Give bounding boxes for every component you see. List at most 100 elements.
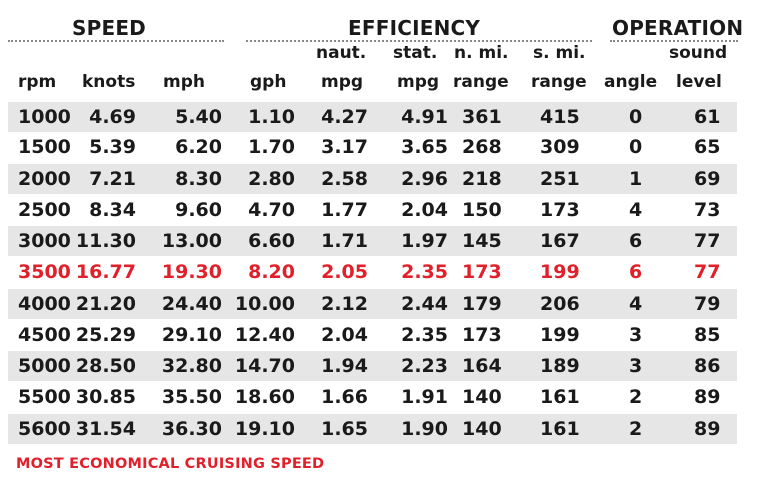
cell-sound-level: 86 (694, 355, 721, 377)
cell-angle: 0 (629, 106, 643, 128)
cell-gph: 19.10 (234, 418, 295, 440)
header-smi-range: range (531, 72, 587, 92)
table-row-3000: 3000 11.30 13.00 6.60 1.71 1.97 145 167 … (8, 226, 737, 256)
cell-stat-mpg: 2.35 (401, 324, 448, 346)
cell-naut-mpg: 1.65 (321, 418, 368, 440)
cell-gph: 1.10 (248, 106, 295, 128)
table-row-5000: 5000 28.50 32.80 14.70 1.94 2.23 164 189… (8, 351, 737, 381)
table-row-5600: 5600 31.54 36.30 19.10 1.65 1.90 140 161… (8, 414, 737, 444)
cell-knots: 28.50 (75, 355, 136, 377)
cell-mph: 13.00 (161, 230, 222, 252)
header-smi: s. mi. (533, 43, 586, 63)
cell-mph: 35.50 (161, 386, 222, 408)
cell-gph: 18.60 (234, 386, 295, 408)
cell-angle: 4 (629, 293, 643, 315)
cell-knots: 25.29 (75, 324, 136, 346)
cell-stat-mpg: 3.65 (401, 136, 448, 158)
cell-gph: 2.80 (248, 168, 295, 190)
cell-knots: 4.69 (89, 106, 136, 128)
cell-nmi-range: 140 (462, 418, 502, 440)
cell-nmi-range: 164 (462, 355, 502, 377)
cell-smi-range: 173 (540, 199, 580, 221)
cell-angle: 6 (629, 261, 643, 283)
table-row-5500: 5500 30.85 35.50 18.60 1.66 1.91 140 161… (8, 382, 737, 412)
cell-naut-mpg: 2.04 (321, 324, 368, 346)
cell-naut-mpg: 4.27 (321, 106, 368, 128)
cell-naut-mpg: 1.94 (321, 355, 368, 377)
cell-nmi-range: 173 (462, 261, 502, 283)
header-gph: gph (250, 72, 287, 92)
cell-smi-range: 161 (540, 386, 580, 408)
cell-stat-mpg: 1.97 (401, 230, 448, 252)
cell-rpm: 4000 (18, 293, 71, 315)
cell-stat-mpg: 2.23 (401, 355, 448, 377)
cell-smi-range: 415 (540, 106, 580, 128)
header-stat: stat. (393, 43, 438, 63)
cell-rpm: 1500 (18, 136, 71, 158)
cell-sound-level: 61 (694, 106, 721, 128)
cell-knots: 11.30 (75, 230, 136, 252)
cell-gph: 4.70 (248, 199, 295, 221)
cell-mph: 6.20 (175, 136, 222, 158)
cell-knots: 21.20 (75, 293, 136, 315)
cell-nmi-range: 361 (462, 106, 502, 128)
header-naut-mpg: mpg (321, 72, 364, 92)
efficiency-group-title: EFFICIENCY (348, 16, 481, 40)
cell-stat-mpg: 2.04 (401, 199, 448, 221)
cell-angle: 0 (629, 136, 643, 158)
cell-stat-mpg: 1.91 (401, 386, 448, 408)
cell-gph: 10.00 (234, 293, 295, 315)
cell-gph: 8.20 (248, 261, 295, 283)
cell-mph: 29.10 (161, 324, 222, 346)
cell-smi-range: 199 (540, 261, 580, 283)
speed-divider (8, 40, 224, 42)
cell-gph: 14.70 (234, 355, 295, 377)
cell-mph: 32.80 (161, 355, 222, 377)
header-sound: sound (669, 43, 728, 63)
cell-naut-mpg: 1.77 (321, 199, 368, 221)
cell-naut-mpg: 3.17 (321, 136, 368, 158)
table-row-2000: 2000 7.21 8.30 2.80 2.58 2.96 218 251 1 … (8, 164, 737, 194)
cell-knots: 5.39 (89, 136, 136, 158)
cell-naut-mpg: 1.71 (321, 230, 368, 252)
cell-smi-range: 199 (540, 324, 580, 346)
header-knots: knots (82, 72, 136, 92)
efficiency-divider (246, 40, 592, 42)
cell-rpm: 5500 (18, 386, 71, 408)
cell-rpm: 5600 (18, 418, 71, 440)
cell-rpm: 1000 (18, 106, 71, 128)
cell-sound-level: 89 (694, 418, 721, 440)
header-naut: naut. (316, 43, 367, 63)
cell-rpm: 2500 (18, 199, 71, 221)
cell-mph: 19.30 (161, 261, 222, 283)
cell-naut-mpg: 2.58 (321, 168, 368, 190)
cell-knots: 7.21 (89, 168, 136, 190)
cell-knots: 8.34 (89, 199, 136, 221)
cell-nmi-range: 268 (462, 136, 502, 158)
cell-sound-level: 85 (694, 324, 721, 346)
cell-naut-mpg: 2.05 (321, 261, 368, 283)
cell-rpm: 2000 (18, 168, 71, 190)
cell-angle: 4 (629, 199, 643, 221)
cell-angle: 3 (629, 324, 643, 346)
cell-sound-level: 89 (694, 386, 721, 408)
cell-mph: 5.40 (175, 106, 222, 128)
cell-mph: 24.40 (161, 293, 222, 315)
cell-stat-mpg: 4.91 (401, 106, 448, 128)
table-row-4500: 4500 25.29 29.10 12.40 2.04 2.35 173 199… (8, 320, 737, 350)
cell-rpm: 4500 (18, 324, 71, 346)
cell-nmi-range: 140 (462, 386, 502, 408)
cell-angle: 2 (629, 386, 643, 408)
cell-nmi-range: 218 (462, 168, 502, 190)
cell-smi-range: 206 (540, 293, 580, 315)
cell-sound-level: 69 (694, 168, 721, 190)
cell-smi-range: 167 (540, 230, 580, 252)
cell-knots: 16.77 (75, 261, 136, 283)
cell-mph: 8.30 (175, 168, 222, 190)
cell-angle: 2 (629, 418, 643, 440)
footnote-most-economical: MOST ECONOMICAL CRUISING SPEED (16, 456, 325, 472)
cell-smi-range: 309 (540, 136, 580, 158)
cell-nmi-range: 173 (462, 324, 502, 346)
table-row-3500-highlighted: 3500 16.77 19.30 8.20 2.05 2.35 173 199 … (8, 257, 737, 287)
header-angle: angle (604, 72, 658, 92)
